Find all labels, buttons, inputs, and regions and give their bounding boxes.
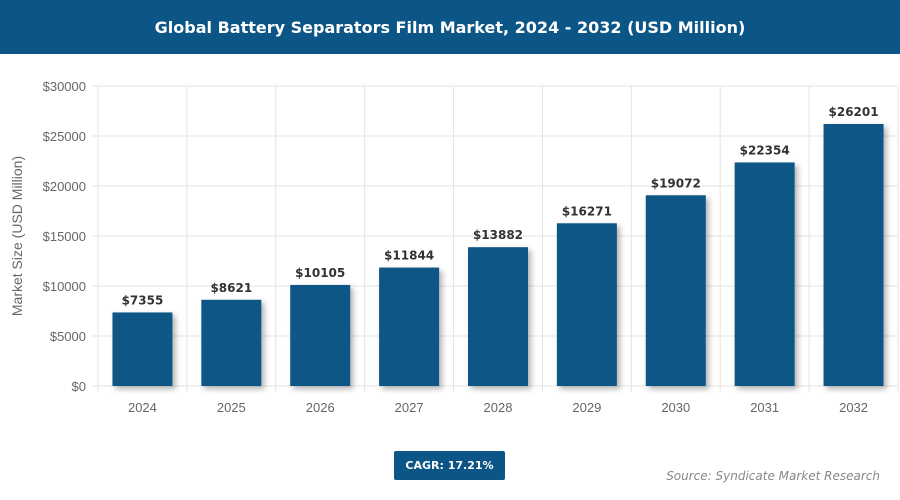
chart-title: Global Battery Separators Film Market, 2…: [0, 0, 900, 54]
x-tick-label: 2031: [750, 400, 779, 415]
bar-2030: [645, 195, 706, 386]
x-tick-label: 2025: [217, 400, 246, 415]
data-label: $13882: [473, 228, 523, 242]
bar-2025: [201, 299, 262, 386]
data-label: $10105: [295, 266, 345, 280]
data-label: $7355: [122, 293, 164, 307]
y-tick-label: $0: [72, 379, 86, 394]
data-label: $26201: [829, 105, 879, 119]
data-label: $22354: [740, 143, 790, 157]
x-tick-label: 2029: [572, 400, 601, 415]
bar-2032: [823, 123, 884, 387]
y-tick-label: $30000: [43, 79, 86, 94]
cagr-badge: CAGR: 17.21%: [394, 451, 505, 480]
bar-2026: [290, 284, 351, 386]
bar-chart: Market Size (USD Million) $0 $5000 $10000 $…: [9, 79, 899, 415]
data-label: $19072: [651, 176, 701, 190]
y-tick-label: $25000: [43, 129, 86, 144]
x-tick-label: 2032: [839, 400, 868, 415]
y-tick-label: $15000: [43, 229, 86, 244]
bar-2027: [379, 267, 440, 386]
x-tick-label: 2027: [395, 400, 424, 415]
data-label: $16271: [562, 204, 612, 218]
x-tick-label: 2026: [306, 400, 335, 415]
y-tick-label: $5000: [50, 329, 86, 344]
source-note: Source: Syndicate Market Research: [666, 469, 880, 483]
x-tick-label: 2030: [661, 400, 690, 415]
bar-2031: [734, 162, 795, 386]
y-tick-label: $20000: [43, 179, 86, 194]
y-tick-label: $10000: [43, 279, 86, 294]
x-tick-label: 2028: [484, 400, 513, 415]
bar-2028: [468, 247, 528, 386]
bar-2024: [112, 312, 173, 386]
y-axis-label: Market Size (USD Million): [9, 156, 25, 316]
x-tick-label: 2024: [128, 400, 157, 415]
data-label: $11844: [384, 249, 434, 263]
bar-2029: [556, 223, 617, 386]
data-label: $8621: [210, 281, 252, 295]
